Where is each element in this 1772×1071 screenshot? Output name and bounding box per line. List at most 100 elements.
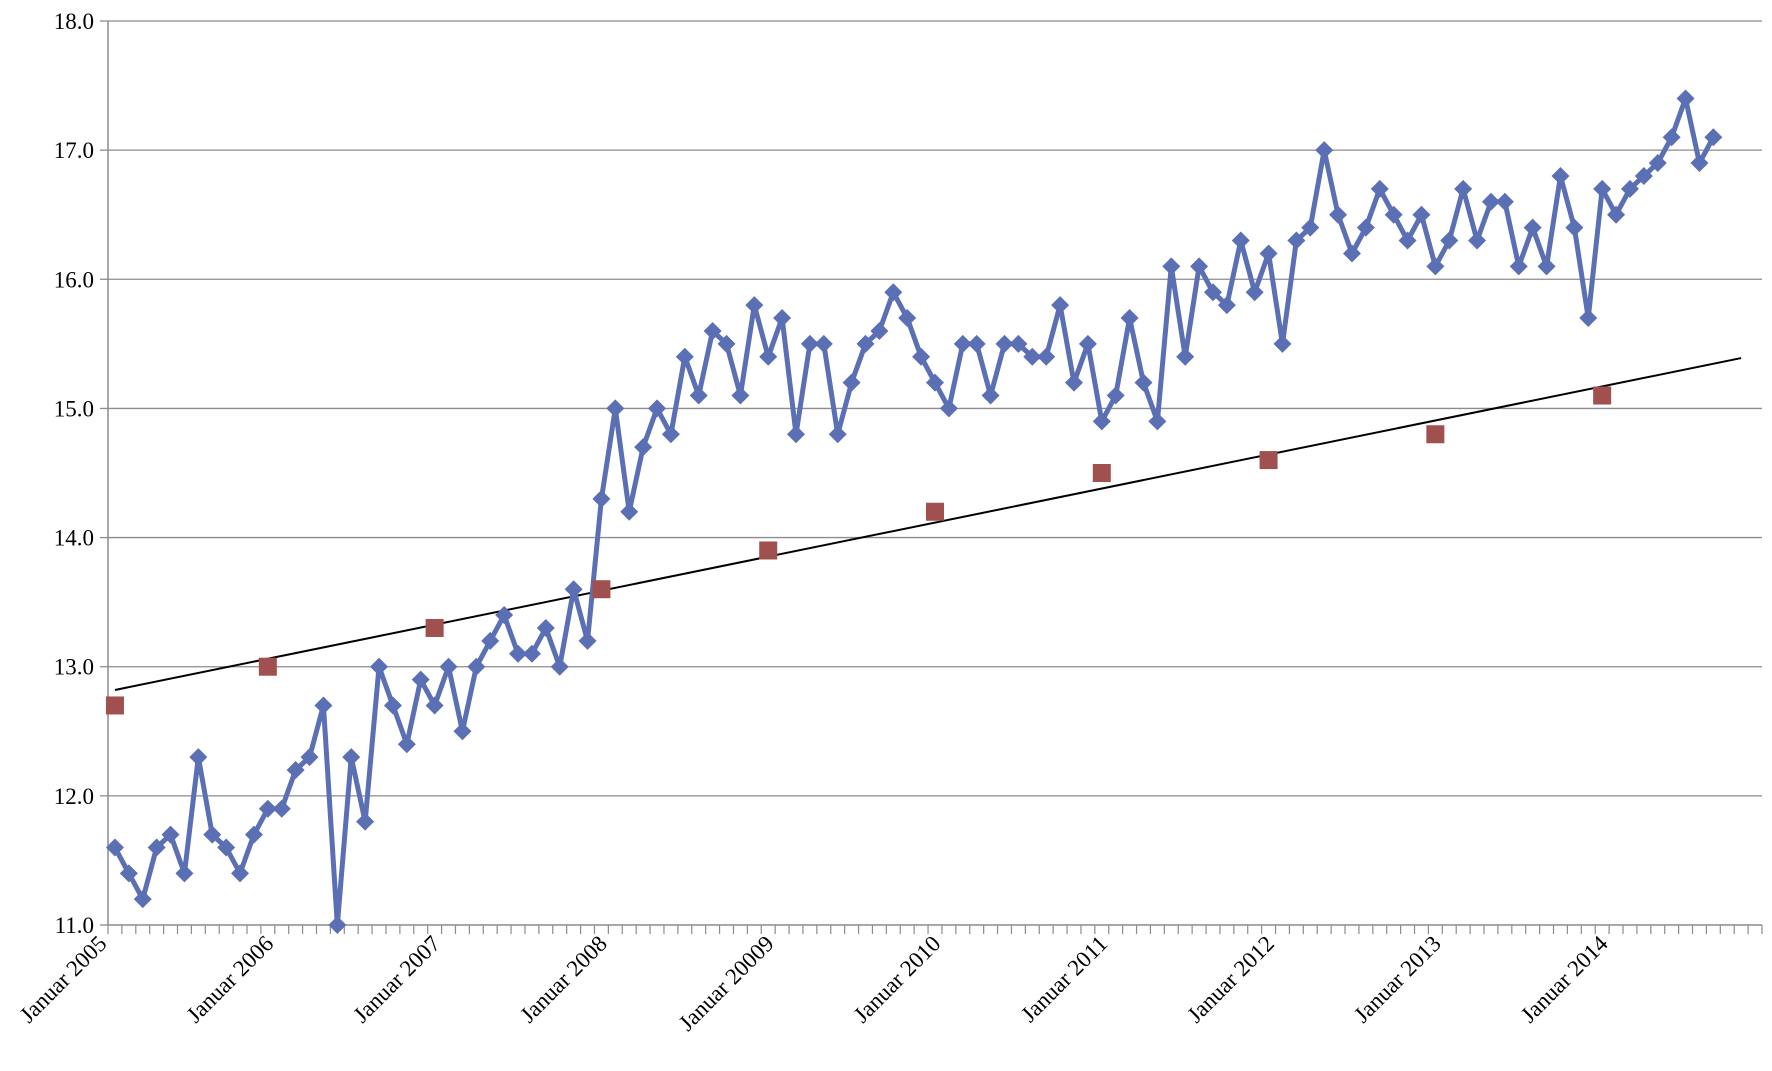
monthly-point xyxy=(592,489,611,508)
monthly-point xyxy=(606,399,625,418)
x-tick-label: Januar 2011 xyxy=(1016,931,1112,1027)
monthly-point xyxy=(1217,296,1236,315)
monthly-point xyxy=(1245,283,1264,302)
monthly-point xyxy=(1009,334,1028,353)
monthly-point xyxy=(1481,192,1500,211)
monthly-point xyxy=(1509,257,1528,276)
monthly-point xyxy=(1231,231,1250,250)
annual-point xyxy=(1426,425,1445,444)
monthly-point xyxy=(328,916,347,934)
monthly-point xyxy=(1064,373,1083,392)
monthly-point xyxy=(842,373,861,392)
monthly-point xyxy=(1120,309,1139,328)
monthly-point xyxy=(1356,218,1375,237)
annual-point xyxy=(105,696,124,715)
annual-series-layer xyxy=(105,386,1612,715)
x-tick-label: Januar 2005 xyxy=(15,931,112,1028)
monthly-point xyxy=(787,425,806,444)
monthly-point xyxy=(495,606,514,625)
monthly-point xyxy=(286,761,305,780)
monthly-point xyxy=(1315,141,1334,160)
y-tick-label: 17.0 xyxy=(54,138,94,163)
monthly-point xyxy=(453,722,472,741)
annual-point xyxy=(926,502,944,521)
annual-point xyxy=(1259,451,1278,470)
monthly-point xyxy=(370,657,389,676)
monthly-point xyxy=(272,799,291,818)
monthly-point xyxy=(1426,257,1445,276)
trendline-layer xyxy=(114,357,1742,691)
monthly-point xyxy=(1384,205,1403,224)
x-tick-label: Januar 2014 xyxy=(1516,931,1613,1028)
monthly-point xyxy=(1134,373,1153,392)
y-tick-label: 18.0 xyxy=(54,9,94,34)
monthly-series-layer xyxy=(105,89,1723,934)
monthly-point xyxy=(661,425,680,444)
monthly-point xyxy=(1607,205,1626,224)
x-tick-label: Januar 2013 xyxy=(1349,931,1446,1028)
monthly-point xyxy=(856,334,875,353)
monthly-point xyxy=(689,386,708,405)
monthly-point xyxy=(564,580,583,599)
monthly-point xyxy=(1440,231,1459,250)
monthly-point xyxy=(1454,179,1473,198)
monthly-point xyxy=(703,321,722,340)
monthly-point xyxy=(1051,296,1070,315)
x-tick-label: Januar 2012 xyxy=(1182,931,1279,1028)
monthly-point xyxy=(175,864,194,883)
monthly-point xyxy=(898,309,917,328)
monthly-point xyxy=(1565,218,1584,237)
monthly-point xyxy=(731,386,750,405)
monthly-point xyxy=(884,283,903,302)
annual-point xyxy=(258,657,277,676)
monthly-point xyxy=(1162,257,1181,276)
monthly-point xyxy=(926,373,944,392)
monthly-point xyxy=(800,334,819,353)
monthly-point xyxy=(1634,166,1653,185)
monthly-point xyxy=(1342,244,1361,263)
y-tick-label: 13.0 xyxy=(54,655,94,680)
annual-point xyxy=(759,541,778,560)
monthly-point xyxy=(1648,154,1667,173)
monthly-point xyxy=(189,748,208,767)
monthly-point xyxy=(481,631,500,650)
x-tick-label: Januar 2010 xyxy=(849,931,946,1028)
x-tick-label: Januar 2006 xyxy=(182,931,279,1028)
y-tick-label: 11.0 xyxy=(55,913,94,938)
monthly-point xyxy=(397,735,416,754)
monthly-point xyxy=(425,696,444,715)
monthly-point xyxy=(1704,128,1723,147)
monthly-point xyxy=(161,825,180,844)
monthly-point xyxy=(342,748,361,767)
monthly-point xyxy=(634,438,653,457)
monthly-point xyxy=(522,644,541,663)
monthly-point xyxy=(773,309,792,328)
y-tick-label: 16.0 xyxy=(54,267,94,292)
monthly-point xyxy=(383,696,402,715)
trendline xyxy=(114,357,1742,691)
monthly-point xyxy=(717,334,736,353)
monthly-point xyxy=(258,799,277,818)
monthly-point xyxy=(536,618,555,637)
monthly-point xyxy=(467,657,486,676)
monthly-point xyxy=(1690,154,1709,173)
monthly-point xyxy=(314,696,333,715)
monthly-point xyxy=(1078,334,1097,353)
monthly-point xyxy=(1537,257,1556,276)
monthly-point xyxy=(648,399,667,418)
monthly-point xyxy=(509,644,528,663)
monthly-point xyxy=(1662,128,1681,147)
monthly-point xyxy=(1495,192,1514,211)
monthly-point xyxy=(939,399,958,418)
y-axis-ticks: 11.0 12.0 13.0 14.0 15.0 16.0 17.0 18.0 xyxy=(54,9,108,938)
monthly-point xyxy=(1190,257,1209,276)
gridlines xyxy=(108,20,1762,797)
monthly-point xyxy=(356,812,375,831)
monthly-point xyxy=(1593,179,1612,198)
monthly-point xyxy=(300,748,319,767)
monthly-point xyxy=(828,425,847,444)
x-tick-label: Januar 2008 xyxy=(515,931,612,1028)
monthly-point xyxy=(578,631,597,650)
monthly-series-line xyxy=(112,95,1716,928)
